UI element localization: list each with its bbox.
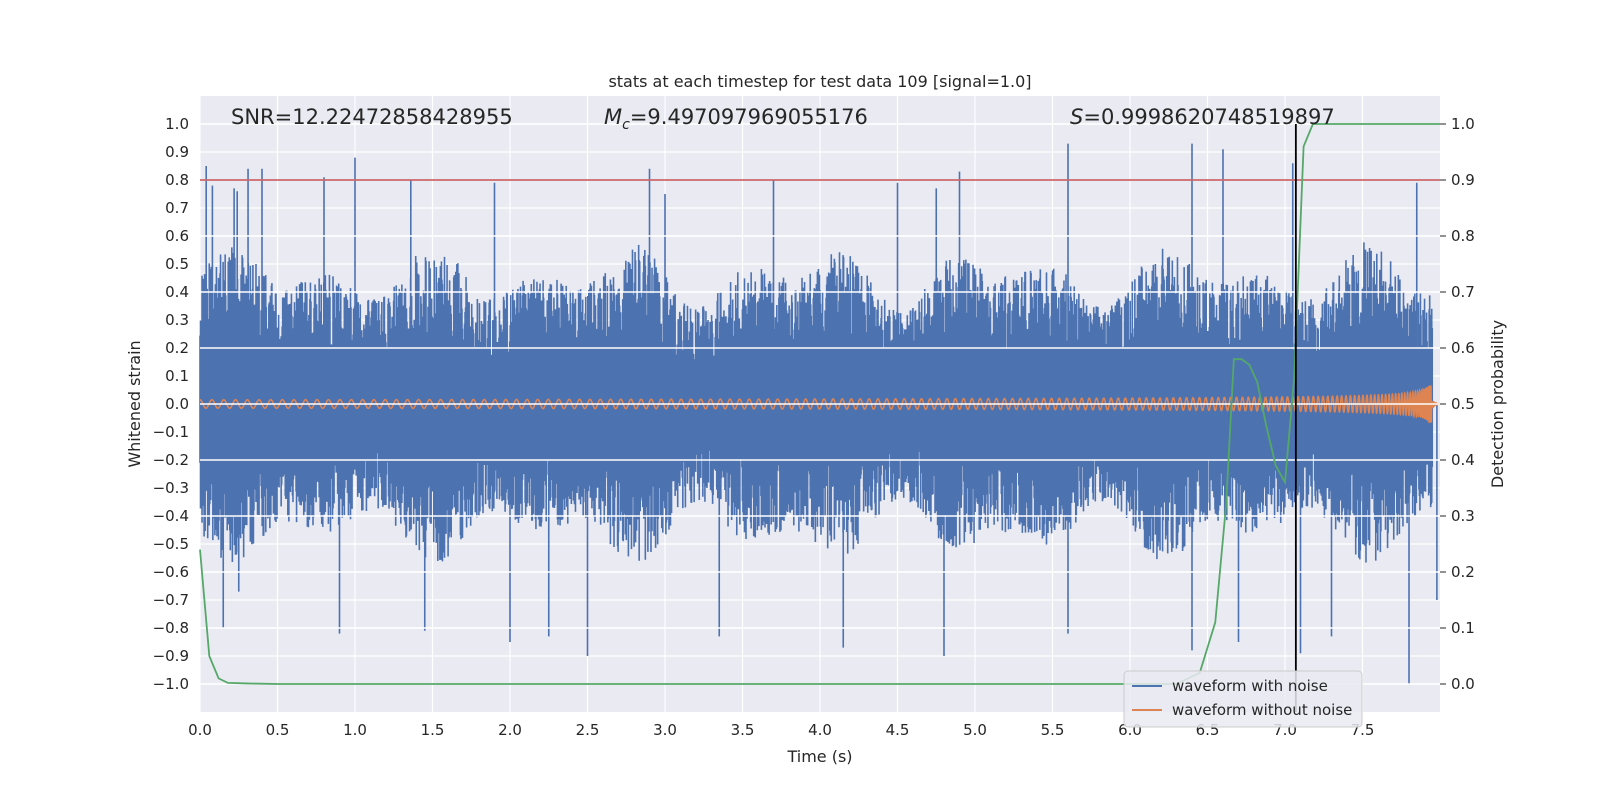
x-tick-label: 1.5 (421, 721, 445, 739)
y2-tick-label: 0.6 (1451, 339, 1475, 357)
x-axis-label: Time (s) (786, 747, 852, 766)
mc-symbol: M (604, 105, 622, 129)
y-tick-label: 0.3 (165, 311, 189, 329)
x-tick-label: 5.5 (1041, 721, 1065, 739)
y2-tick-label: 0.2 (1451, 563, 1475, 581)
x-tick-label: 5.0 (963, 721, 987, 739)
y-tick-label: 0.8 (165, 171, 189, 189)
y2-tick-label: 0.3 (1451, 507, 1475, 525)
y-tick-label: 0.6 (165, 227, 189, 245)
x-tick-label: 3.0 (653, 721, 677, 739)
y-tick-label: 0.5 (165, 255, 189, 273)
legend: waveform with noise waveform without noi… (1123, 670, 1363, 728)
y2-tick-label: 0.4 (1451, 451, 1475, 469)
x-tick-label: 4.5 (886, 721, 910, 739)
legend-label-noise: waveform with noise (1172, 677, 1328, 695)
y-tick-label: 0.9 (165, 143, 189, 161)
y2-axis-label: Detection probability (1488, 320, 1507, 488)
chirp-series-layer (199, 385, 1441, 424)
y-tick-label: 1.0 (165, 115, 189, 133)
y-tick-label: −0.9 (153, 647, 189, 665)
x-tick-label: 0.0 (188, 721, 212, 739)
y-tick-label: 0.4 (165, 283, 189, 301)
x-tick-label: 2.0 (498, 721, 522, 739)
y-tick-label: 0.7 (165, 199, 189, 217)
s-symbol: S (1070, 105, 1083, 129)
chart-title: stats at each timestep for test data 109… (608, 72, 1031, 91)
secondary-grid (200, 123, 1440, 685)
y-tick-label: 0.2 (165, 339, 189, 357)
s-value: =0.9998620748519897 (1083, 105, 1334, 129)
mc-subscript: c (622, 117, 630, 133)
x-tick-label: 4.0 (808, 721, 832, 739)
y2-tick-label: 0.8 (1451, 227, 1475, 245)
y-tick-label: −0.7 (153, 591, 189, 609)
y-tick-label: −0.5 (153, 535, 189, 553)
y2-ticks: 1.0 0.9 0.8 0.7 0.6 0.5 0.4 0.3 0.2 0.1 0.0 (1440, 115, 1475, 693)
y2-tick-label: 0.9 (1451, 171, 1475, 189)
mc-value: =9.497097969055176 (630, 105, 868, 129)
y2-tick-label: 0.7 (1451, 283, 1475, 301)
snr-annotation: SNR=12.22472858428955 (231, 105, 513, 129)
y-tick-label: 0.1 (165, 367, 189, 385)
score-annotation: S=0.9998620748519897 (1070, 105, 1335, 129)
x-tick-label: 3.5 (731, 721, 755, 739)
y2-tick-label: 0.5 (1451, 395, 1475, 413)
probability-series-layer (199, 123, 1440, 712)
y-tick-label: −0.2 (153, 451, 189, 469)
legend-box (1123, 670, 1363, 728)
y2-tick-label: 0.0 (1451, 675, 1475, 693)
chirp-series-line (199, 385, 1441, 424)
y2-tick-label: 1.0 (1451, 115, 1475, 133)
y-tick-label: −0.4 (153, 507, 189, 525)
y2-tick-label: 0.1 (1451, 619, 1475, 637)
y-tick-label: 0.0 (165, 395, 189, 413)
y-tick-label: −0.6 (153, 563, 189, 581)
y-tick-label: −0.3 (153, 479, 189, 497)
y-ticks: 1.0 0.9 0.8 0.7 0.6 0.5 0.4 0.3 0.2 0.1 0.0 −0.1 −0.… (153, 115, 189, 693)
y-tick-label: −0.1 (153, 423, 189, 441)
chirp-mass-annotation: Mc=9.497097969055176 (604, 105, 868, 133)
y-tick-label: −1.0 (153, 675, 189, 693)
probability-series-line (199, 123, 1440, 685)
x-tick-label: 1.0 (343, 721, 367, 739)
x-tick-label: 2.5 (576, 721, 600, 739)
legend-label-clean: waveform without noise (1172, 701, 1352, 719)
y-tick-label: −0.8 (153, 619, 189, 637)
y-axis-label: Whitened strain (125, 340, 144, 467)
x-tick-label: 0.5 (266, 721, 290, 739)
